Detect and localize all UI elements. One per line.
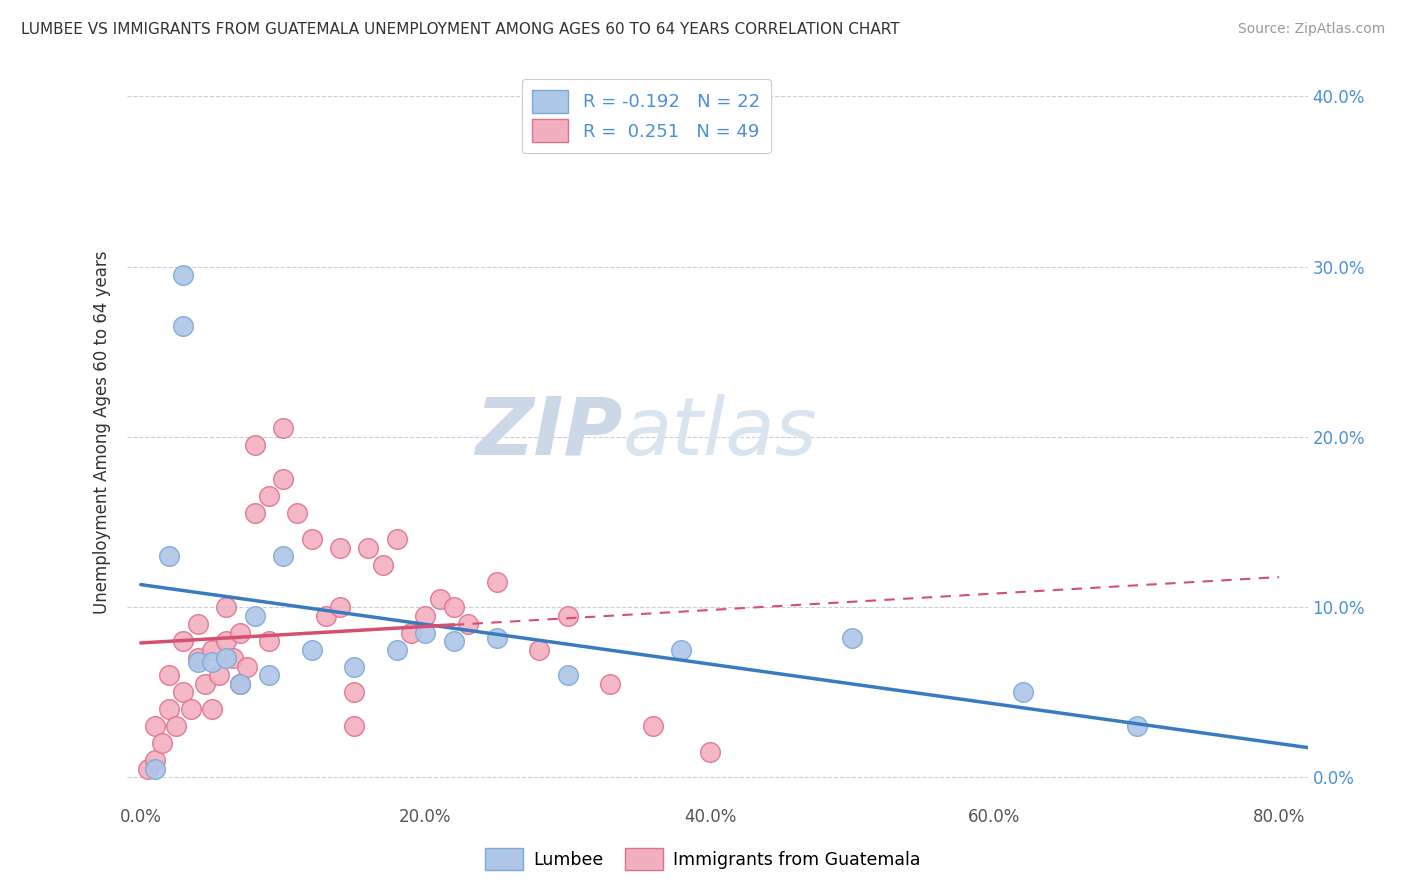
Point — [557, 608, 579, 623]
Point — [229, 676, 252, 690]
Point — [243, 438, 266, 452]
Legend: R = -0.192   N = 22, R =  0.251   N = 49: R = -0.192 N = 22, R = 0.251 N = 49 — [522, 78, 770, 153]
Point — [172, 634, 194, 648]
Point — [243, 608, 266, 623]
Point — [180, 702, 202, 716]
Point — [157, 668, 180, 682]
Point — [201, 702, 224, 716]
Legend: Lumbee, Immigrants from Guatemala: Lumbee, Immigrants from Guatemala — [477, 839, 929, 879]
Point — [143, 719, 166, 733]
Point — [257, 634, 280, 648]
Point — [194, 676, 217, 690]
Point — [187, 651, 209, 665]
Point — [699, 745, 721, 759]
Point — [222, 651, 245, 665]
Point — [243, 507, 266, 521]
Point — [385, 642, 408, 657]
Point — [157, 549, 180, 563]
Point — [271, 549, 294, 563]
Text: Source: ZipAtlas.com: Source: ZipAtlas.com — [1237, 22, 1385, 37]
Point — [1012, 685, 1035, 699]
Point — [172, 268, 194, 283]
Point — [457, 617, 479, 632]
Point — [187, 655, 209, 669]
Point — [557, 668, 579, 682]
Point — [143, 762, 166, 776]
Point — [271, 472, 294, 486]
Point — [1126, 719, 1149, 733]
Point — [385, 532, 408, 546]
Point — [157, 702, 180, 716]
Point — [599, 676, 621, 690]
Point — [215, 600, 238, 615]
Point — [301, 532, 323, 546]
Point — [257, 490, 280, 504]
Point — [172, 685, 194, 699]
Point — [301, 642, 323, 657]
Point — [257, 668, 280, 682]
Point — [485, 574, 508, 589]
Point — [229, 625, 252, 640]
Point — [271, 421, 294, 435]
Point — [671, 642, 693, 657]
Point — [429, 591, 451, 606]
Y-axis label: Unemployment Among Ages 60 to 64 years: Unemployment Among Ages 60 to 64 years — [93, 251, 111, 615]
Point — [229, 676, 252, 690]
Point — [527, 642, 550, 657]
Point — [165, 719, 187, 733]
Point — [399, 625, 422, 640]
Point — [315, 608, 337, 623]
Text: atlas: atlas — [623, 393, 817, 472]
Point — [187, 617, 209, 632]
Point — [215, 634, 238, 648]
Point — [415, 625, 437, 640]
Point — [443, 600, 465, 615]
Point — [357, 541, 380, 555]
Text: ZIP: ZIP — [475, 393, 623, 472]
Point — [143, 753, 166, 767]
Text: LUMBEE VS IMMIGRANTS FROM GUATEMALA UNEMPLOYMENT AMONG AGES 60 TO 64 YEARS CORRE: LUMBEE VS IMMIGRANTS FROM GUATEMALA UNEM… — [21, 22, 900, 37]
Point — [329, 600, 352, 615]
Point — [172, 319, 194, 334]
Point — [201, 655, 224, 669]
Point — [443, 634, 465, 648]
Point — [371, 558, 394, 572]
Point — [841, 631, 863, 645]
Point — [236, 659, 259, 673]
Point — [343, 685, 366, 699]
Point — [641, 719, 664, 733]
Point — [343, 719, 366, 733]
Point — [201, 642, 224, 657]
Point — [329, 541, 352, 555]
Point — [343, 659, 366, 673]
Point — [285, 507, 308, 521]
Point — [215, 651, 238, 665]
Point — [150, 736, 173, 750]
Point — [415, 608, 437, 623]
Point — [136, 762, 159, 776]
Point — [208, 668, 231, 682]
Point — [485, 631, 508, 645]
